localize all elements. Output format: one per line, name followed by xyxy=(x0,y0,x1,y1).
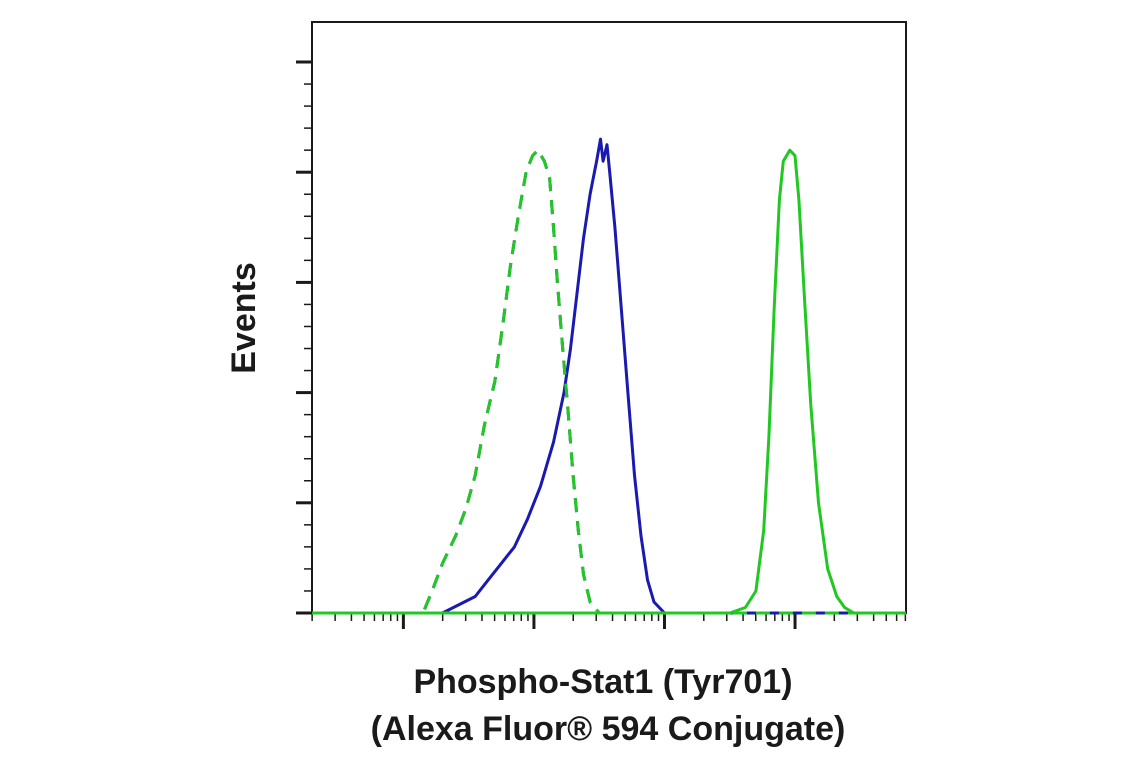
plot-frame xyxy=(311,21,907,614)
x-axis-label-line-2: (Alexa Fluor® 594 Conjugate) xyxy=(371,710,846,748)
x-axis-label-line-1: Phospho-Stat1 (Tyr701) xyxy=(413,663,792,701)
series-line-3 xyxy=(312,148,906,615)
series-group xyxy=(312,137,906,615)
series-line-2 xyxy=(312,148,906,615)
y-axis-label: Events xyxy=(225,262,263,374)
plot-area xyxy=(311,21,907,614)
series-line-1 xyxy=(312,137,906,615)
series-line-4 xyxy=(312,148,906,615)
